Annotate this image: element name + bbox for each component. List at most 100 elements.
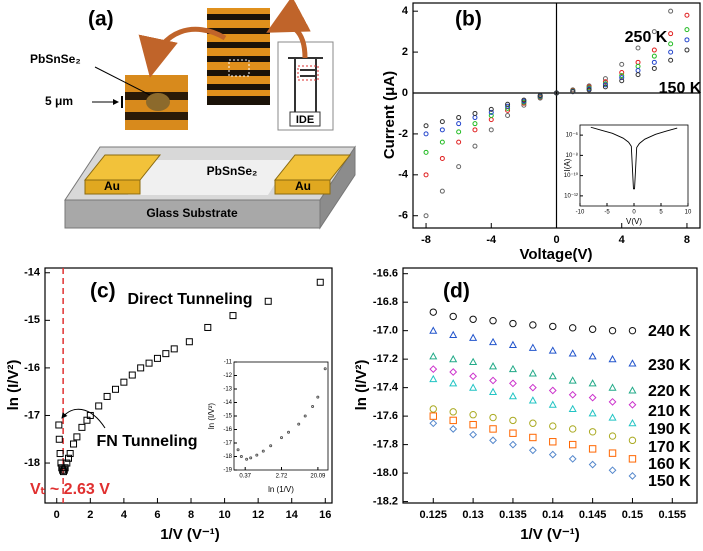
data-point (588, 379, 597, 387)
data-point (185, 338, 193, 346)
x-tick-label: 14 (286, 509, 299, 521)
x-axis-label: 1/V (V⁻¹) (160, 526, 220, 543)
data-point (456, 164, 462, 170)
data-point (255, 453, 259, 457)
data-point (528, 343, 537, 351)
data-point (509, 429, 517, 437)
data-point (429, 326, 438, 334)
zoom-box (297, 65, 319, 81)
panel-label: (b) (455, 8, 482, 31)
data-point (569, 425, 577, 433)
data-point (568, 454, 577, 463)
y-tick-label: -17.2 (373, 353, 398, 365)
x-tick-label: 10 (218, 509, 230, 521)
data-point (456, 129, 462, 135)
x-axis-label: 1/V (V⁻¹) (520, 526, 580, 543)
data-point (261, 449, 265, 453)
data-point (628, 436, 637, 445)
data-point (280, 436, 284, 440)
data-point (489, 436, 497, 445)
data-point (602, 76, 608, 82)
data-point (429, 365, 438, 374)
x-tick-label: 2.72 (276, 474, 288, 480)
data-point (472, 110, 478, 116)
data-point (488, 337, 498, 346)
data-point (549, 422, 557, 430)
y-tick-label: -17.4 (373, 382, 399, 394)
data-point (528, 369, 537, 377)
data-point (608, 432, 617, 440)
y-tick-label: -12 (223, 373, 232, 379)
data-point (311, 405, 315, 409)
data-point (628, 472, 637, 480)
data-point (508, 340, 518, 348)
y-tick-label: -18.2 (373, 495, 398, 507)
data-point (469, 430, 478, 439)
data-point (505, 113, 511, 118)
data-point (449, 368, 458, 376)
y-tick-label: -16.6 (373, 268, 398, 280)
data-point (509, 319, 517, 328)
y-tick-label: -15 (24, 314, 40, 326)
y-axis-label: Current (μA) (381, 71, 398, 159)
device-label: IDE (296, 114, 314, 126)
substrate-side (319, 145, 356, 230)
data-point (264, 297, 272, 305)
data-point (569, 440, 577, 449)
data-point (570, 89, 576, 95)
x-tick-label: 8 (684, 234, 690, 246)
y-tick-label: -15 (223, 414, 232, 420)
data-point (684, 37, 690, 43)
data-point (668, 31, 674, 37)
data-point (488, 362, 498, 370)
y-tick-label: -17.0 (373, 325, 398, 337)
series-label: 170 K (648, 439, 691, 456)
data-point (429, 419, 438, 428)
data-point (60, 466, 68, 474)
x-tick-label: 0.145 (579, 509, 607, 521)
data-point (239, 455, 243, 458)
y-axis-label: ln (I/V²) (207, 403, 216, 430)
x-tick-label: 0.155 (659, 509, 687, 521)
data-point (635, 45, 641, 51)
data-point (489, 425, 497, 433)
y-axis-label: ln (I/V²) (353, 360, 370, 411)
data-point (529, 419, 537, 427)
y-tick-label: -18.0 (373, 467, 398, 479)
data-point (439, 119, 445, 125)
data-point (469, 420, 477, 429)
data-point (472, 143, 478, 149)
data-point (439, 188, 445, 194)
x-tick-label: 10 (685, 210, 692, 216)
data-point (628, 419, 637, 427)
data-point (619, 73, 625, 79)
x-axis-label: ln (1/V) (268, 485, 294, 494)
data-point (588, 428, 597, 436)
y-tick-label: -16 (24, 362, 40, 374)
electrode-label: Au (104, 179, 120, 193)
x-tick-label: 0.135 (499, 509, 527, 521)
data-point (586, 87, 592, 93)
data-point (529, 321, 537, 329)
y-tick-label: -14 (223, 400, 232, 406)
panel-a: (a) IDE PbSnSe₂ 5 μm Au Au PbSnSe₂ Glass (30, 0, 356, 230)
y-tick-label: -11 (224, 360, 233, 366)
data-point (469, 333, 478, 341)
data-point (449, 330, 458, 338)
data-point (111, 385, 119, 393)
data-point (505, 103, 511, 109)
data-point (651, 65, 657, 71)
data-point (651, 29, 657, 35)
series-label: 230 K (648, 357, 691, 374)
x-axis-label: Voltage(V) (519, 246, 592, 263)
x-tick-label: -8 (421, 234, 431, 246)
data-point (628, 326, 637, 335)
data-point (602, 84, 608, 90)
data-point (449, 416, 457, 425)
data-point (608, 354, 617, 363)
data-point (588, 325, 597, 333)
data-point (323, 367, 327, 371)
data-point (269, 444, 273, 448)
data-point (469, 410, 477, 419)
